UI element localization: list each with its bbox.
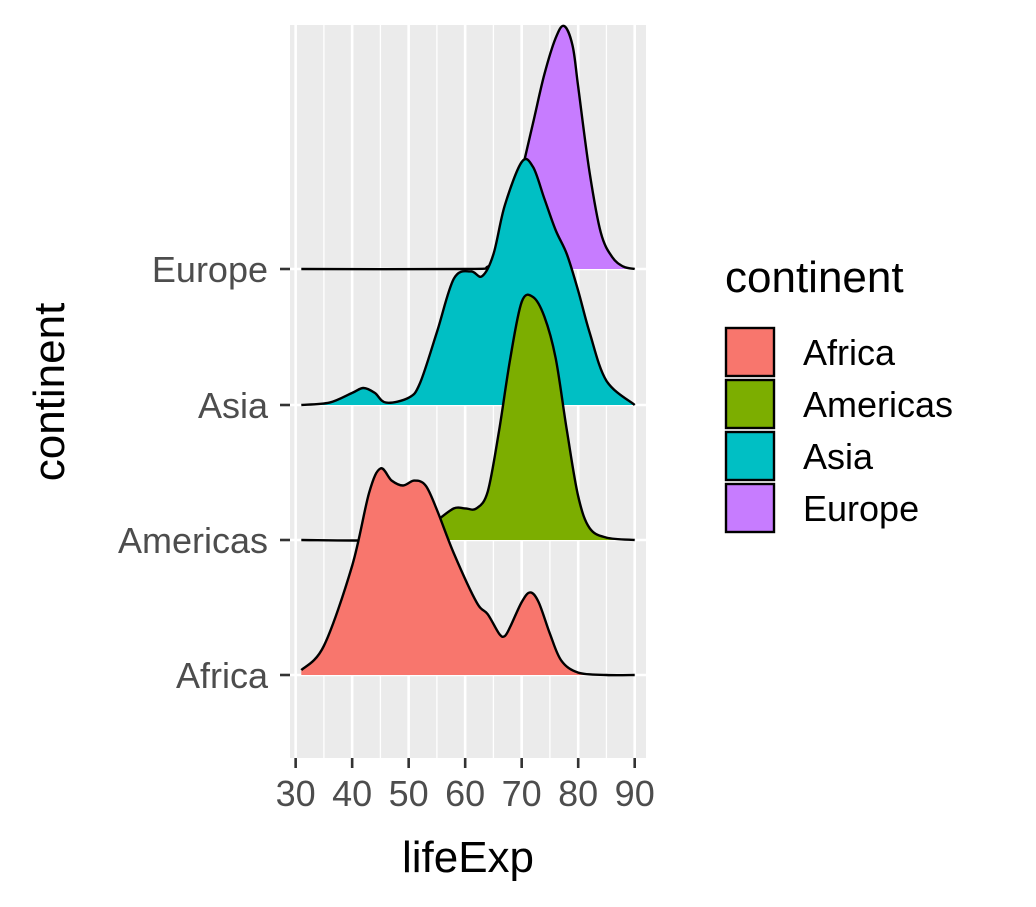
- ridge-area-europe: [301, 25, 635, 270]
- legend-key-europe: [724, 482, 776, 534]
- legend-label-europe: Europe: [803, 488, 919, 529]
- x-tick-label: 60: [445, 773, 485, 814]
- ridge-line-africa: [300, 467, 635, 677]
- x-tick-label: 80: [558, 773, 598, 814]
- ridge-line-asia: [301, 157, 636, 407]
- y-tick-label: Asia: [198, 385, 269, 426]
- y-tick-label: Americas: [118, 520, 268, 561]
- x-tick-label: 40: [332, 773, 372, 814]
- legend-key-africa: [724, 326, 776, 378]
- x-axis: 30 40 50 60 70 80 90: [276, 758, 655, 814]
- legend-label-asia: Asia: [803, 436, 874, 477]
- legend-title: continent: [725, 253, 904, 302]
- ridges: [300, 24, 636, 677]
- x-tick-label: 30: [276, 773, 316, 814]
- x-tick-label: 90: [615, 773, 655, 814]
- legend-label-americas: Americas: [803, 384, 953, 425]
- ridge-area-americas: [301, 294, 635, 541]
- y-tick-label: Europe: [152, 249, 268, 290]
- y-tick-label: Africa: [176, 655, 269, 696]
- x-tick-label: 50: [389, 773, 429, 814]
- legend-key-asia: [724, 430, 776, 482]
- legend: continent Africa Americas Asia Europe: [724, 253, 953, 534]
- x-axis-title: lifeExp: [402, 833, 534, 882]
- x-tick-label: 70: [502, 773, 542, 814]
- y-axis-title: continent: [25, 303, 74, 482]
- legend-key-americas: [724, 378, 776, 430]
- ridge-area-africa: [301, 468, 635, 676]
- y-axis: Africa Americas Asia Europe: [118, 249, 290, 696]
- legend-label-africa: Africa: [803, 332, 896, 373]
